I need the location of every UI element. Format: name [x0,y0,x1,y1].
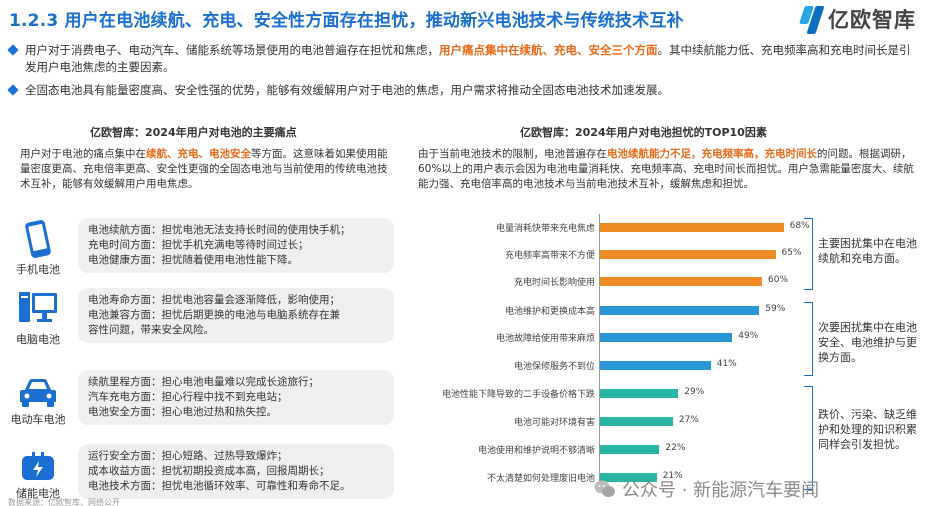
right-intro: 由于当前电池技术的限制，电池普遍存在电池续航能力不足，充电频率高，充电时间长的问… [418,148,914,190]
left-intro: 用户对于电池的痛点集中在续航、充电、电池安全等方面。这意味着如果使用能量密度更高… [20,148,388,190]
wechat-watermark: 公众号 · 新能源汽车要闻 [594,476,819,502]
computer-battery-item: 电脑电池 [8,290,68,347]
chart-category-label: 充电频率高带来不方便 [504,251,595,261]
storage-battery-pain-box: 运行安全方面：担心短路、过热导致爆炸； 成本收益方面：担忧初期投资成本高，回报周… [78,444,394,499]
chart-bar [600,306,760,315]
chart-value-label: 21% [662,471,683,481]
phone-battery-pain-box: 电池续航方面：担忧电池无法支持长时间的使用快手机； 充电时间方面：担忧手机充满电… [78,218,394,273]
chart-bar [600,333,733,342]
phone-battery-label: 手机电池 [16,263,60,276]
chart-value-label: 49% [738,331,759,341]
diamond-bullet-icon [7,44,19,56]
storage-battery-item: 储能电池 [5,452,71,501]
diamond-bullet-icon [7,84,19,96]
chart-category-label: 电量消耗快带来充电焦虑 [495,224,595,234]
computer-battery-label: 电脑电池 [16,333,60,346]
phone-battery-item: 手机电池 [8,220,68,277]
top10-concerns-bar-chart: 电量消耗快带来充电焦虑 68% 充电频率高带来不方便 65% 充电时间长影响使用 60% 电… [410,210,810,496]
chart-category-label: 电池故障给使用带来麻烦 [495,334,595,344]
chart-value-label: 60% [768,275,789,285]
ev-battery-pain-box: 续航里程方面：担心电池电量难以完成长途旅行； 汽车充电方面：担心行程中找不到充电… [78,370,394,425]
chart-value-label: 27% [678,415,699,425]
chart-bar [600,417,673,426]
logo-icon [799,2,825,36]
right-section-title: 亿欧智库：2024年用户对电池担忧的TOP10因素 [520,126,767,139]
computer-icon [19,292,57,322]
chart-value-label: 22% [665,443,686,453]
group-note-1: 主要困扰集中在电池续航和充电方面。 [818,237,917,265]
car-icon [20,379,56,407]
ev-battery-item: 电动车电池 [2,378,74,427]
group-note-2: 次要困扰集中在电池安全、电池维护与更换方面。 [818,321,917,364]
bullet-2: 全固态电池具有能量密度高、安全性强的优势，能够有效缓解用户对于电池的焦虑，用户需… [7,82,921,99]
chart-value-label: 68% [789,221,810,231]
chart-bar [600,223,784,232]
chart-value-label: 65% [781,248,802,258]
page-title: 1.2.3 用户在电池续航、充电、安全性方面存在担忧，推动新兴电池技术与传统技术… [9,11,684,31]
left-section-title: 亿欧智库：2024年用户对电池的主要痛点 [90,126,297,139]
chart-bar [600,250,776,259]
smartphone-icon [25,220,51,258]
plug-icon [22,452,54,480]
chart-bar [600,473,657,482]
chart-category-label: 不太清楚如何处理废旧电池 [486,474,595,484]
computer-battery-pain-box: 电池寿命方面：担忧电池容量会逐渐降低，影响使用； 电池兼容方面：担忧后期更换的电… [78,288,394,343]
storage-battery-label: 储能电池 [16,487,60,500]
chart-category-label: 电池可能对环境有害 [513,418,595,428]
chart-category-label: 电池使用和维护说明不够清晰 [477,446,595,456]
group-bracket-2 [804,302,813,376]
chart-axis-line [599,214,600,492]
logo-text: 亿欧智库 [828,8,916,32]
chart-category-label: 充电时间长影响使用 [513,278,595,288]
chart-category-label: 电池维护和更换成本高 [504,307,595,317]
chart-bar [600,277,762,286]
chart-value-label: 41% [716,359,737,369]
bullet-1: 用户对于消费电子、电动汽车、储能系统等场景使用的电池普遍存在担忧和焦虑，用户痛点… [7,42,921,76]
chart-bar [600,389,679,398]
wechat-icon [594,480,615,497]
brand-logo: 亿欧智库 [799,2,916,36]
data-source: 数据来源：亿欧智库、网络公开 [8,498,120,506]
chart-value-label: 29% [684,387,705,397]
chart-value-label: 59% [765,304,786,314]
group-note-3: 跌价、污染、缺乏维护和处理的知识积累同样会引发担忧。 [818,408,917,451]
ev-battery-label: 电动车电池 [10,413,66,426]
chart-bar [600,361,711,370]
chart-category-label: 电池性能下降导致的二手设备价格下跌 [441,390,595,400]
chart-category-label: 电池保修服务不到位 [513,362,595,372]
group-bracket-1 [804,218,813,290]
group-bracket-3 [804,386,813,490]
chart-bar [600,445,660,454]
